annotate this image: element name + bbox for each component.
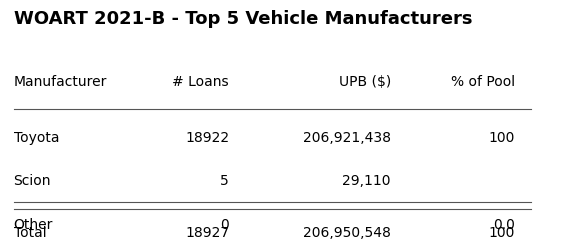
Text: WOART 2021-B - Top 5 Vehicle Manufacturers: WOART 2021-B - Top 5 Vehicle Manufacture… xyxy=(14,10,472,28)
Text: 206,950,548: 206,950,548 xyxy=(303,226,391,240)
Text: Scion: Scion xyxy=(14,174,51,188)
Text: Total: Total xyxy=(14,226,46,240)
Text: 100: 100 xyxy=(488,226,515,240)
Text: 29,110: 29,110 xyxy=(342,174,391,188)
Text: Toyota: Toyota xyxy=(14,131,59,145)
Text: 0: 0 xyxy=(221,218,229,232)
Text: UPB ($): UPB ($) xyxy=(339,75,391,89)
Text: 206,921,438: 206,921,438 xyxy=(303,131,391,145)
Text: Other: Other xyxy=(14,218,53,232)
Text: Manufacturer: Manufacturer xyxy=(14,75,107,89)
Text: 18927: 18927 xyxy=(185,226,229,240)
Text: 5: 5 xyxy=(221,174,229,188)
Text: 18922: 18922 xyxy=(185,131,229,145)
Text: % of Pool: % of Pool xyxy=(450,75,515,89)
Text: 100: 100 xyxy=(488,131,515,145)
Text: # Loans: # Loans xyxy=(173,75,229,89)
Text: 0.0: 0.0 xyxy=(493,218,515,232)
